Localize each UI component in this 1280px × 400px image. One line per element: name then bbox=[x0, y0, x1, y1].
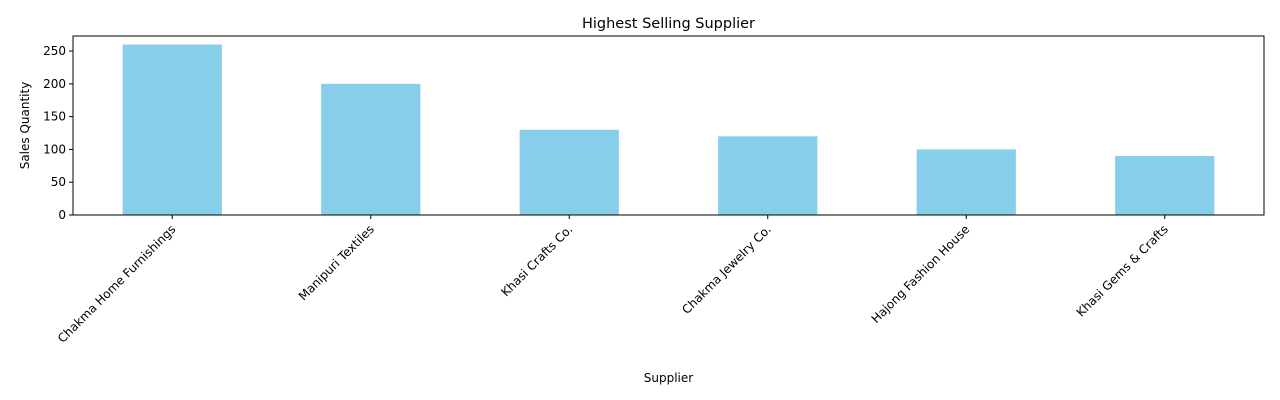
y-tick-label: 100 bbox=[43, 142, 66, 156]
y-axis-title: Sales Quantity bbox=[18, 82, 32, 170]
y-tick-label: 0 bbox=[58, 208, 66, 222]
y-tick-label: 200 bbox=[43, 77, 66, 91]
y-axis: 0 50 100 150 200 250 bbox=[43, 44, 73, 222]
x-tick-label: Khasi Gems & Crafts bbox=[1074, 222, 1171, 319]
plot-frame bbox=[72, 35, 1265, 216]
bars-group bbox=[122, 44, 1215, 216]
x-tick-label: Manipuri Textiles bbox=[296, 222, 377, 303]
x-tick-label: Hajong Fashion House bbox=[869, 222, 973, 326]
bar-0 bbox=[122, 44, 222, 216]
x-axis: Chakma Home Furnishings Manipuri Textiles… bbox=[55, 215, 1171, 346]
x-axis-title: Supplier bbox=[644, 371, 694, 385]
y-tick-label: 50 bbox=[51, 175, 66, 189]
bar-4 bbox=[916, 149, 1016, 215]
bar-3 bbox=[718, 136, 818, 215]
x-tick-label: Khasi Crafts Co. bbox=[498, 222, 575, 299]
bar-2 bbox=[519, 129, 619, 215]
bar-5 bbox=[1115, 155, 1215, 215]
x-tick-label: Chakma Home Furnishings bbox=[55, 222, 178, 345]
y-tick-label: 150 bbox=[43, 110, 66, 124]
x-tick-label: Chakma Jewelry Co. bbox=[679, 222, 774, 317]
y-tick-label: 250 bbox=[43, 44, 66, 58]
bar-1 bbox=[321, 83, 421, 215]
chart-title: Highest Selling Supplier bbox=[582, 16, 755, 32]
